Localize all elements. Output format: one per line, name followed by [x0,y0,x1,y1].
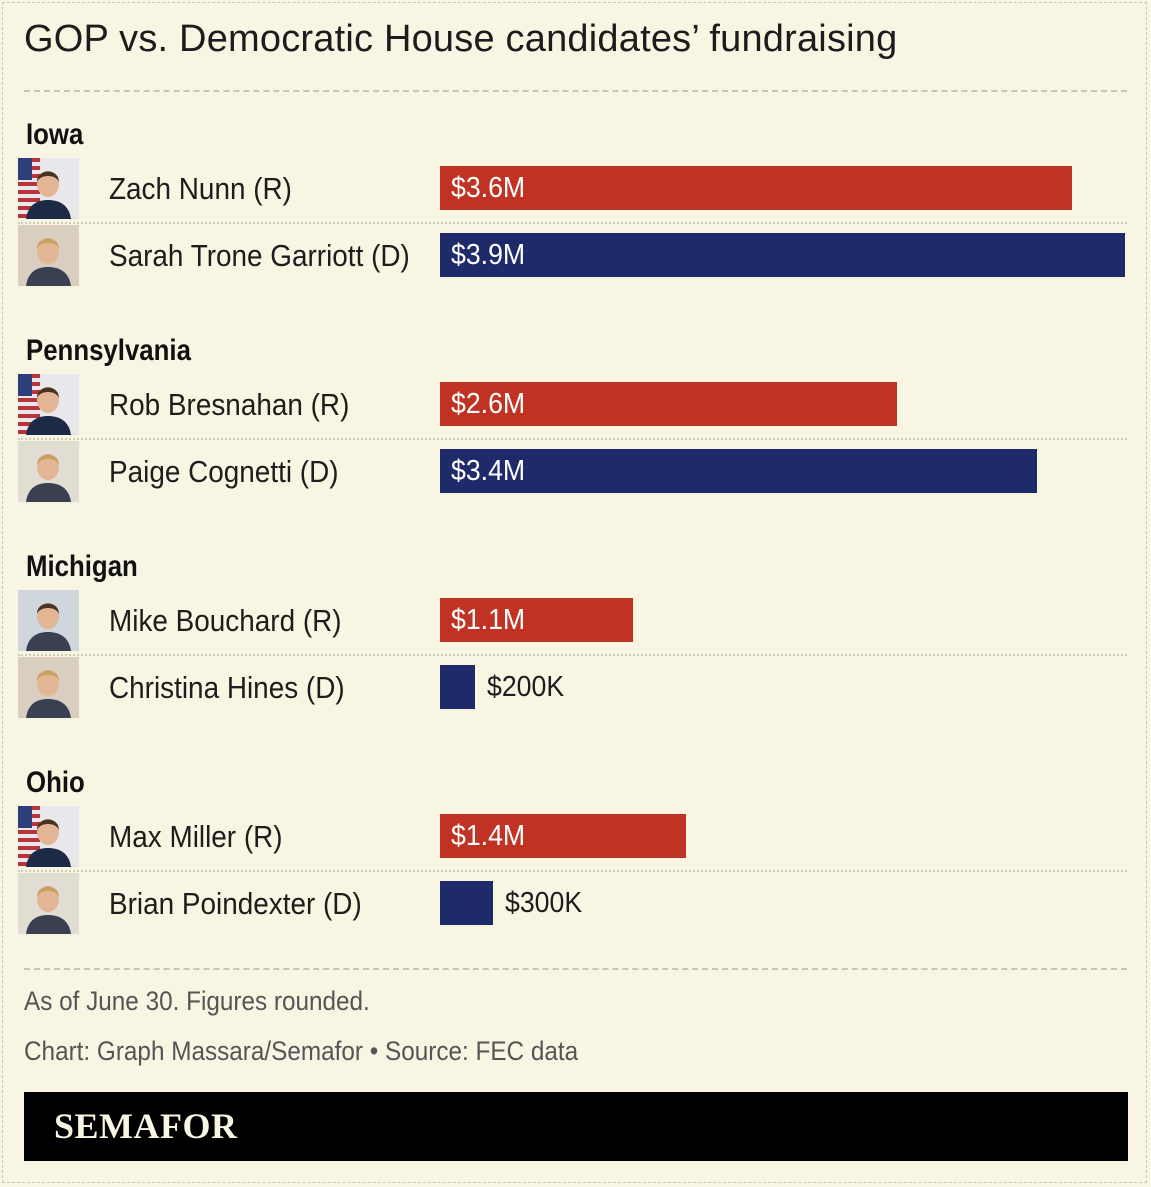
bar-value-label: $1.4M [451,820,526,852]
bar-value-label: $200K [487,671,565,703]
state-label: Michigan [26,550,138,583]
candidate-name: Christina Hines (D) [109,670,345,705]
title-divider [24,90,1127,92]
republican-bar [440,382,897,426]
notes-divider [24,968,1127,970]
candidate-row: Sarah Trone Garriott (D) $3.9M [18,225,1127,287]
candidate-photo-flag [18,374,79,435]
semafor-logo: SEMAFOR [54,1106,238,1146]
credit-note: Chart: Graph Massara/Semafor • Source: F… [24,1036,579,1066]
date-note: As of June 30. Figures rounded. [24,986,370,1016]
candidate-row: Mike Bouchard (R) $1.1M [18,590,1127,656]
candidate-photo [18,441,79,502]
candidate-name: Zach Nunn (R) [109,171,292,206]
republican-bar [440,598,633,642]
candidate-photo-flag [18,158,79,219]
democrat-bar [440,449,1037,493]
state-label: Iowa [26,118,84,151]
chart-title: GOP vs. Democratic House candidates’ fun… [24,18,898,60]
democrat-bar [440,233,1125,277]
candidate-photo [18,225,79,286]
footer-bar: SEMAFOR [24,1092,1128,1161]
candidate-row: Max Miller (R) $1.4M [18,806,1127,872]
candidate-name: Brian Poindexter (D) [109,886,362,921]
candidate-name: Sarah Trone Garriott (D) [109,238,410,273]
candidate-name: Mike Bouchard (R) [109,603,342,638]
democrat-bar [440,881,493,925]
republican-bar [440,814,686,858]
bar-value-label: $1.1M [451,604,526,636]
candidate-row: Brian Poindexter (D) $300K [18,873,1127,935]
candidate-row: Rob Bresnahan (R) $2.6M [18,374,1127,440]
state-label: Pennsylvania [26,334,191,367]
candidate-photo-flag [18,806,79,867]
candidate-row: Zach Nunn (R) $3.6M [18,158,1127,224]
candidate-photo [18,873,79,934]
bar-value-label: $3.9M [451,239,526,271]
bar-value-label: $2.6M [451,388,526,420]
state-label: Ohio [26,766,85,799]
candidate-name: Rob Bresnahan (R) [109,387,350,422]
candidate-name: Paige Cognetti (D) [109,454,339,489]
bar-value-label: $3.4M [451,455,526,487]
candidate-row: Paige Cognetti (D) $3.4M [18,441,1127,503]
democrat-bar [440,665,475,709]
candidate-photo [18,590,79,651]
candidate-row: Christina Hines (D) $200K [18,657,1127,719]
republican-bar [440,166,1072,210]
candidate-name: Max Miller (R) [109,819,283,854]
bar-value-label: $3.6M [451,172,526,204]
bar-value-label: $300K [505,887,583,919]
candidate-photo [18,657,79,718]
